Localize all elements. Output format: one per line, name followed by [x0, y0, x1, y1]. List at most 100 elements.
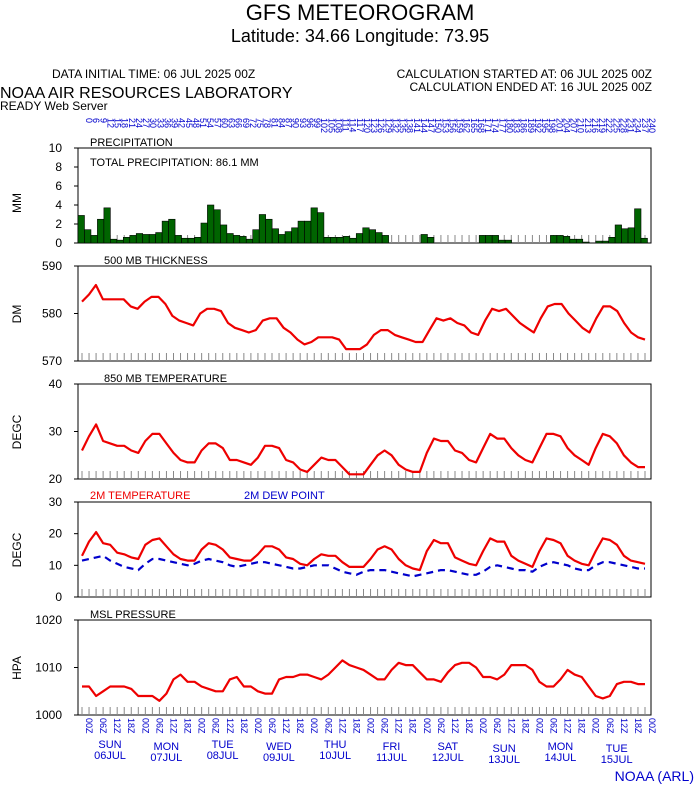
precip-bar	[181, 237, 189, 244]
forecast-hour-label: 144	[419, 118, 429, 133]
y-tick-label: 1010	[35, 661, 62, 675]
precip-bar	[233, 235, 241, 244]
utc-hour-label: 12Z	[168, 718, 178, 734]
forecast-hour-label: 39	[170, 118, 180, 128]
dewpoint-line	[81, 554, 645, 578]
precip-bar	[122, 237, 131, 244]
t2m-header: 2M TEMPERATURE	[90, 490, 190, 502]
precip-bar	[614, 224, 622, 244]
utc-hour-label: 18Z	[577, 718, 587, 734]
utc-hour-label: 00Z	[197, 718, 207, 734]
forecast-hour-label: 72	[248, 118, 258, 128]
forecast-hour-label: 237	[640, 118, 650, 133]
date-label: 14JUL	[545, 752, 577, 764]
precip-bar	[504, 239, 512, 244]
thickness-line	[81, 283, 646, 351]
precip-bar	[168, 218, 176, 244]
utc-hour-label: 00Z	[253, 718, 263, 734]
org-name: NOAA AIR RESOURCES LABORATORY	[0, 85, 293, 102]
precip-bar	[349, 237, 357, 244]
precip-bar	[330, 237, 338, 244]
forecast-hour-label: 162	[462, 118, 472, 133]
precip-bar	[245, 238, 254, 244]
date-label: 08JUL	[207, 750, 239, 762]
precip-bar	[239, 236, 247, 244]
panel-tick-row	[81, 589, 646, 597]
precip-header: PRECIPITATION	[90, 137, 173, 149]
utc-hour-label: 06Z	[548, 718, 558, 734]
dewpoint-header: 2M DEW POINT	[244, 490, 325, 502]
y-tick-label: 1000	[35, 708, 62, 722]
forecast-hour-label: 99	[312, 118, 322, 128]
utc-hour-label: 06Z	[211, 718, 221, 734]
forecast-hour-label: 6	[91, 118, 101, 123]
precip-bar	[116, 239, 124, 244]
precip-bar	[97, 218, 105, 244]
forecast-hour-label: 165	[469, 118, 479, 133]
t850-header: 850 MB TEMPERATURE	[104, 373, 227, 385]
precip-bar	[271, 228, 279, 244]
precip-bar	[103, 207, 111, 244]
calc-ended: CALCULATION ENDED AT: 16 JUL 2025 00Z	[409, 80, 652, 94]
utc-hour-label: 12Z	[225, 718, 235, 734]
precip-bar	[135, 233, 144, 244]
forecast-hour-label: 0	[84, 118, 94, 123]
date-label: 07JUL	[150, 752, 182, 764]
day-of-week-label: MON	[153, 741, 179, 753]
panel-tick-row	[81, 707, 646, 715]
utc-hour-label: 00Z	[422, 718, 432, 734]
precip-bar	[155, 232, 163, 244]
precip-bar	[336, 237, 344, 244]
panel-tick-row	[81, 471, 646, 479]
day-of-week-label: THU	[324, 739, 347, 751]
utc-hour-label: 12Z	[281, 718, 291, 734]
precip-bar	[220, 224, 228, 244]
precip-bar	[343, 236, 351, 244]
precip-bar	[84, 229, 92, 244]
forecast-hour-label: 189	[526, 118, 536, 133]
y-tick-label: 0	[55, 590, 62, 604]
date-label: 11JUL	[376, 752, 407, 764]
forecast-hour-label: 18	[120, 118, 130, 128]
y-tick-label: 30	[49, 495, 63, 509]
chart-title: GFS METEOROGRAM	[246, 0, 475, 25]
precip-bar	[420, 234, 428, 244]
precip-bar	[278, 234, 286, 244]
precip-bar	[601, 240, 609, 244]
forecast-hour-label: 210	[576, 118, 586, 133]
y-tick-label: 20	[49, 527, 63, 541]
forecast-hour-label: 15	[113, 118, 123, 128]
mslp-header: MSL PRESSURE	[90, 609, 176, 621]
forecast-hour-label: 153	[440, 118, 450, 133]
precip-bar	[77, 215, 85, 244]
top-hour-labels: 0691215182124273033363942454851545760636…	[84, 118, 657, 133]
precip-bar	[90, 235, 98, 244]
date-label: 13JUL	[488, 754, 520, 766]
day-of-week-label: SUN	[492, 743, 515, 755]
utc-hour-label: 06Z	[605, 718, 615, 734]
precip-bar	[207, 204, 215, 244]
precip-bar	[148, 234, 156, 244]
forecast-hour-label: 174	[490, 118, 500, 133]
precip-bar	[304, 220, 312, 244]
forecast-hour-label: 216	[590, 118, 600, 133]
precip-bar	[381, 235, 389, 244]
utc-hour-label: 18Z	[183, 718, 193, 734]
utc-hour-label: 18Z	[239, 718, 249, 734]
forecast-hour-label: 96	[305, 118, 315, 128]
forecast-hour-label: 12	[105, 118, 115, 128]
forecast-hour-label: 177	[497, 118, 507, 133]
utc-hour-label: 12Z	[563, 718, 573, 734]
precip-bar	[187, 237, 195, 244]
forecast-hour-label: 84	[276, 118, 286, 128]
forecast-hour-label: 219	[597, 118, 607, 133]
utc-hour-label: 00Z	[366, 718, 376, 734]
panel-frame-mslp	[77, 619, 652, 716]
utc-hour-label: 06Z	[492, 718, 502, 734]
forecast-hour-label: 195	[540, 118, 550, 133]
precip-bar	[200, 222, 208, 244]
forecast-hour-label: 78	[262, 118, 272, 128]
utc-hour-label: 00Z	[534, 718, 544, 734]
date-label: 15JUL	[601, 754, 633, 766]
